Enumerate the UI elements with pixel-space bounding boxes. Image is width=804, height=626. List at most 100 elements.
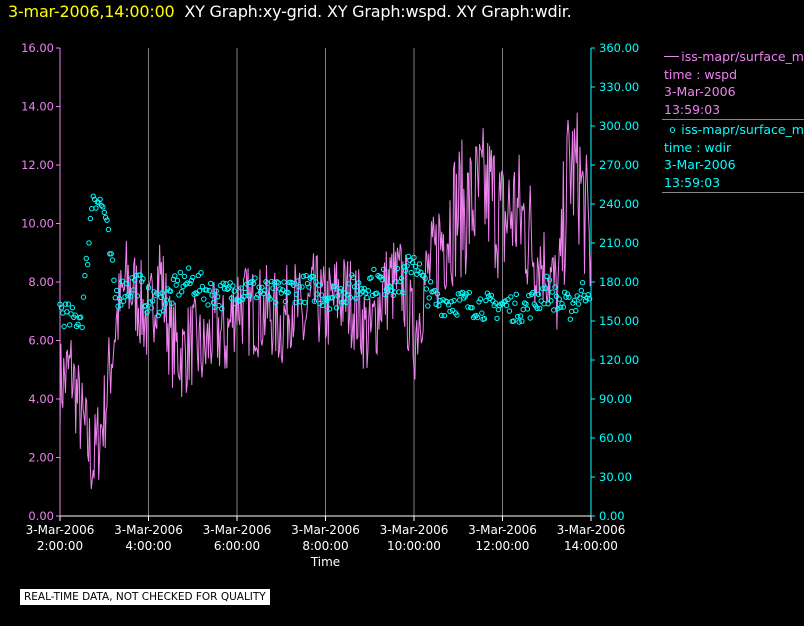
legend-line-wspd-date: 3-Mar-2006 xyxy=(664,84,736,99)
series-point-wdir xyxy=(315,282,322,288)
series-point-wdir xyxy=(456,297,463,303)
y-left-tick-label: 6.00 xyxy=(28,334,54,348)
series-point-wdir xyxy=(524,306,531,312)
series-point-wdir xyxy=(188,277,195,284)
series-point-wdir xyxy=(100,204,106,210)
series-point-wdir xyxy=(566,294,572,300)
series-point-wdir xyxy=(273,299,279,306)
series-point-wdir xyxy=(555,305,561,312)
series-point-wdir xyxy=(275,280,282,286)
series-point-wdir xyxy=(148,305,155,311)
x-tick-label-time: 6:00:00 xyxy=(214,539,260,553)
series-point-wdir xyxy=(80,294,87,300)
x-tick-label-time: 14:00:00 xyxy=(564,539,618,553)
series-point-wdir xyxy=(340,299,347,305)
series-point-wdir xyxy=(134,293,141,299)
series-point-wdir xyxy=(179,289,185,295)
series-point-wdir xyxy=(253,294,260,301)
series-point-wdir xyxy=(145,285,152,291)
series-point-wdir xyxy=(267,296,273,302)
series-point-wdir xyxy=(463,291,470,297)
series-point-wdir xyxy=(427,279,434,285)
y-left-tick-label: 12.00 xyxy=(21,158,54,172)
legend-divider xyxy=(662,192,804,193)
series-point-wdir xyxy=(378,274,384,280)
series-point-wdir xyxy=(441,313,448,319)
series-point-wdir xyxy=(230,283,236,289)
x-tick-label-date: 3-Mar-2006 xyxy=(380,523,449,537)
series-point-wdir xyxy=(210,299,217,306)
series-point-wdir xyxy=(488,292,495,298)
series-point-wdir xyxy=(293,291,300,297)
series-point-wdir xyxy=(83,255,90,262)
series-point-wdir xyxy=(72,312,78,318)
legend-line-wspd-time: 13:59:03 xyxy=(664,101,721,117)
series-point-wdir xyxy=(306,284,312,290)
series-point-wdir xyxy=(448,298,454,305)
series-point-wdir xyxy=(318,292,325,298)
legend-line-wdir-var: time : wdir xyxy=(664,139,732,155)
series-point-wdir xyxy=(510,318,517,324)
x-tick-label-time: 4:00:00 xyxy=(125,539,171,553)
series-point-wdir xyxy=(454,312,460,318)
header-graph-titles: XY Graph:xy-grid. XY Graph:wspd. XY Grap… xyxy=(184,2,572,21)
series-point-wdir xyxy=(437,297,443,304)
series-point-wdir xyxy=(426,295,432,301)
legend-line-wspd-var: time : wspd xyxy=(664,66,738,82)
series-point-wdir xyxy=(159,290,166,296)
series-point-wdir xyxy=(375,272,381,279)
series-point-wdir xyxy=(82,272,88,279)
series-point-wdir xyxy=(285,289,291,296)
legend-entry-wdir: iss-mapr/surface_m time : wdir 3-Mar-200… xyxy=(664,121,804,191)
series-point-wdir xyxy=(127,293,134,299)
series-point-wdir xyxy=(67,322,73,328)
line-swatch-icon xyxy=(664,56,680,58)
series-point-wdir xyxy=(368,274,374,281)
series-point-wdir xyxy=(371,266,377,273)
series-point-wdir xyxy=(101,209,108,216)
series-point-wdir xyxy=(400,290,406,296)
series-point-wdir xyxy=(552,284,558,290)
series-point-wdir xyxy=(361,285,367,292)
series-point-wdir xyxy=(169,300,175,306)
y-right-tick-label: 300.00 xyxy=(599,119,639,133)
y-right-tick-label: 150.00 xyxy=(599,314,639,328)
series-point-wdir xyxy=(112,295,119,301)
series-point-wdir xyxy=(358,286,365,292)
series-point-wdir xyxy=(62,301,69,307)
series-point-wdir xyxy=(176,292,182,298)
series-point-wdir xyxy=(79,324,85,331)
series-point-wdir xyxy=(137,272,143,278)
x-tick-label-date: 3-Mar-2006 xyxy=(203,523,272,537)
series-point-wdir xyxy=(181,273,188,280)
series-point-wdir xyxy=(415,268,421,274)
series-point-wdir xyxy=(439,312,445,319)
series-point-wdir xyxy=(411,254,417,261)
series-point-wdir xyxy=(270,285,276,291)
series-point-wdir xyxy=(476,299,482,305)
series-point-wdir xyxy=(108,251,114,257)
series-point-wdir xyxy=(515,313,521,320)
legend-line-wdir-time: 13:59:03 xyxy=(664,174,721,190)
series-point-wdir xyxy=(213,288,220,294)
series-point-wdir xyxy=(223,281,229,287)
series-point-wdir xyxy=(260,290,266,297)
series-point-wdir xyxy=(520,306,526,313)
series-point-wdir xyxy=(228,295,235,301)
series-point-wdir xyxy=(421,272,427,279)
series-point-wdir xyxy=(398,275,405,281)
chart-header: 3-mar-2006,14:00:00 XY Graph:xy-grid. XY… xyxy=(8,2,572,21)
series-point-wdir xyxy=(120,298,127,304)
series-point-wdir xyxy=(332,283,338,289)
series-point-wdir xyxy=(474,314,481,321)
series-point-wdir xyxy=(224,286,231,292)
series-point-wdir xyxy=(255,292,261,298)
series-point-wdir xyxy=(450,307,456,314)
series-point-wdir xyxy=(386,283,392,289)
y-right-tick-label: 120.00 xyxy=(599,353,639,367)
series-point-wdir xyxy=(199,283,206,290)
series-point-wdir xyxy=(177,269,184,276)
series-point-wdir xyxy=(219,306,225,312)
series-point-wdir xyxy=(394,265,401,272)
series-point-wdir xyxy=(116,296,123,302)
